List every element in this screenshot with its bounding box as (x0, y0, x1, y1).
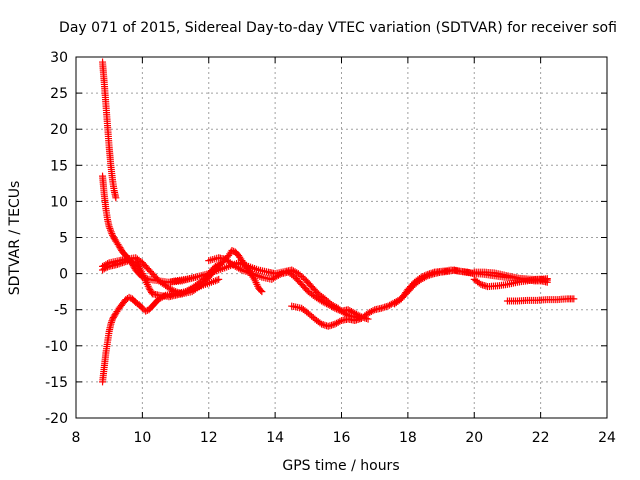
data-point (276, 271, 284, 279)
data-point (213, 276, 221, 284)
y-tick-label: 10 (50, 194, 68, 210)
data-point (215, 275, 223, 283)
y-axis-label: SDTVAR / TECUs (7, 181, 23, 296)
x-tick-label: 14 (266, 430, 284, 446)
data-point (422, 271, 430, 279)
y-tick-label: 20 (50, 122, 68, 138)
data-point (419, 272, 427, 280)
x-axis-label: GPS time / hours (282, 458, 399, 474)
data-point (142, 307, 150, 315)
data-point (258, 288, 266, 296)
y-tick-label: 25 (50, 86, 68, 102)
data-point (334, 306, 342, 314)
y-tick-label: -5 (54, 303, 68, 319)
data-point (108, 230, 116, 238)
data-point (170, 287, 178, 295)
y-tick-label: -15 (45, 375, 68, 391)
data-point (236, 265, 244, 273)
y-tick-label: 15 (50, 158, 68, 174)
data-point (333, 305, 341, 313)
data-point (331, 304, 339, 312)
series-arc-rising-from-minus15 (99, 275, 223, 386)
data-point (257, 286, 265, 294)
y-axis: -20 -15 -10 -5 0 5 10 15 20 25 30 (45, 50, 607, 427)
series-arc-high-start (99, 58, 120, 202)
x-tick-label: 10 (133, 430, 151, 446)
data-points (99, 58, 578, 386)
y-tick-label: 5 (59, 231, 68, 247)
x-axis: 8 10 12 14 16 18 20 22 24 (72, 57, 616, 446)
x-tick-label: 24 (598, 430, 616, 446)
grid (76, 57, 607, 418)
data-point (105, 223, 113, 231)
series-arc-noon (205, 254, 365, 322)
data-point (417, 273, 425, 281)
data-point (107, 228, 115, 236)
data-point (420, 272, 428, 280)
x-tick-label: 18 (399, 430, 417, 446)
data-point (107, 226, 115, 234)
data-point (336, 317, 344, 325)
data-point (228, 246, 236, 254)
x-tick-label: 12 (200, 430, 218, 446)
data-point (369, 307, 377, 315)
data-point (329, 303, 337, 311)
y-tick-label: 0 (59, 267, 68, 283)
y-tick-label: 30 (50, 50, 68, 66)
chart-title: Day 071 of 2015, Sidereal Day-to-day VTE… (59, 20, 617, 36)
x-tick-label: 20 (465, 430, 483, 446)
data-point (112, 194, 120, 202)
y-tick-label: -20 (45, 411, 68, 427)
data-point (543, 275, 551, 283)
y-tick-label: -10 (45, 339, 68, 355)
series-arc-evening-3 (470, 275, 551, 291)
data-point (125, 293, 133, 301)
data-point (570, 295, 578, 303)
data-point (106, 224, 114, 232)
data-point (104, 260, 112, 268)
x-tick-label: 8 (72, 430, 81, 446)
x-tick-label: 22 (532, 430, 550, 446)
series-arc-late (503, 295, 578, 305)
data-point (211, 277, 219, 285)
x-tick-label: 16 (333, 430, 351, 446)
